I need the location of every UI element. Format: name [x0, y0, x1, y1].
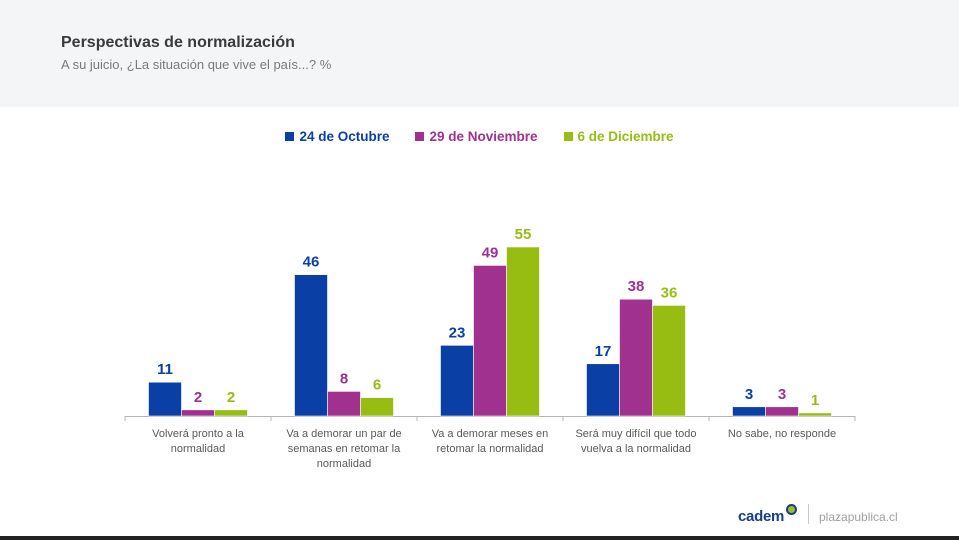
data-label: 2 [194, 389, 202, 406]
bar [327, 391, 361, 417]
x-tick-label: normalidad [171, 443, 225, 455]
data-label: 8 [340, 370, 348, 387]
bar [652, 305, 686, 417]
x-tick-label: Va a demorar un par de [286, 428, 401, 440]
bar [798, 412, 832, 417]
bar [148, 381, 182, 417]
bar [294, 274, 328, 417]
legend-swatch [415, 132, 425, 141]
legend-swatch [563, 132, 573, 141]
data-label: 6 [373, 377, 381, 394]
bar [586, 363, 620, 417]
legend-label: 6 de Diciembre [577, 129, 674, 144]
bar [440, 345, 474, 417]
data-label: 3 [745, 386, 753, 403]
data-label: 17 [595, 343, 612, 360]
data-label: 1 [811, 392, 819, 409]
header-band: Perspectivas de normalización A su juici… [0, 0, 959, 107]
data-label: 55 [515, 226, 532, 243]
cadem-logo: cadem [738, 508, 785, 525]
x-tick-label: normalidad [317, 458, 371, 470]
data-label: 49 [482, 244, 499, 261]
bottom-rule [0, 536, 959, 540]
bar [181, 409, 215, 417]
x-tick-label: Será muy difícil que todo [575, 428, 696, 440]
x-tick-label: semanas en retomar la [288, 443, 401, 455]
footer-divider [808, 504, 809, 524]
cadem-logo-dot-icon [786, 504, 797, 515]
data-label: 2 [227, 389, 235, 406]
data-label: 3 [778, 386, 786, 403]
data-label: 38 [628, 278, 645, 295]
x-tick-label: retomar la normalidad [437, 443, 544, 455]
legend-item-series-0: 24 de Octubre [285, 129, 389, 144]
bar [473, 265, 507, 417]
bar [214, 409, 248, 417]
bar [506, 246, 540, 417]
x-tick-label: No sabe, no responde [728, 428, 836, 440]
data-label: 46 [303, 254, 320, 271]
data-label: 36 [661, 284, 678, 301]
page-subtitle: A su juicio, ¿La situación que vive el p… [61, 57, 332, 72]
bar [619, 298, 653, 417]
legend-item-series-1: 29 de Noviembre [415, 129, 538, 144]
data-label: 23 [449, 324, 466, 341]
x-tick-label: vuelva a la normalidad [581, 443, 691, 455]
chart-legend: 24 de Octubre 29 de Noviembre 6 de Dicie… [0, 129, 959, 144]
legend-label: 24 de Octubre [299, 129, 390, 144]
bar [765, 406, 799, 417]
legend-swatch [285, 132, 295, 141]
x-tick-label: Va a demorar meses en [432, 428, 549, 440]
footer-site: plazapublica.cl [819, 510, 898, 524]
legend-item-series-2: 6 de Diciembre [563, 129, 674, 144]
x-tick-label: Volverá pronto a la [152, 428, 245, 440]
legend-label: 29 de Noviembre [429, 129, 538, 144]
data-label: 11 [157, 361, 173, 378]
bar [360, 397, 394, 417]
bar [732, 406, 766, 417]
page-title: Perspectivas de normalización [61, 34, 295, 51]
